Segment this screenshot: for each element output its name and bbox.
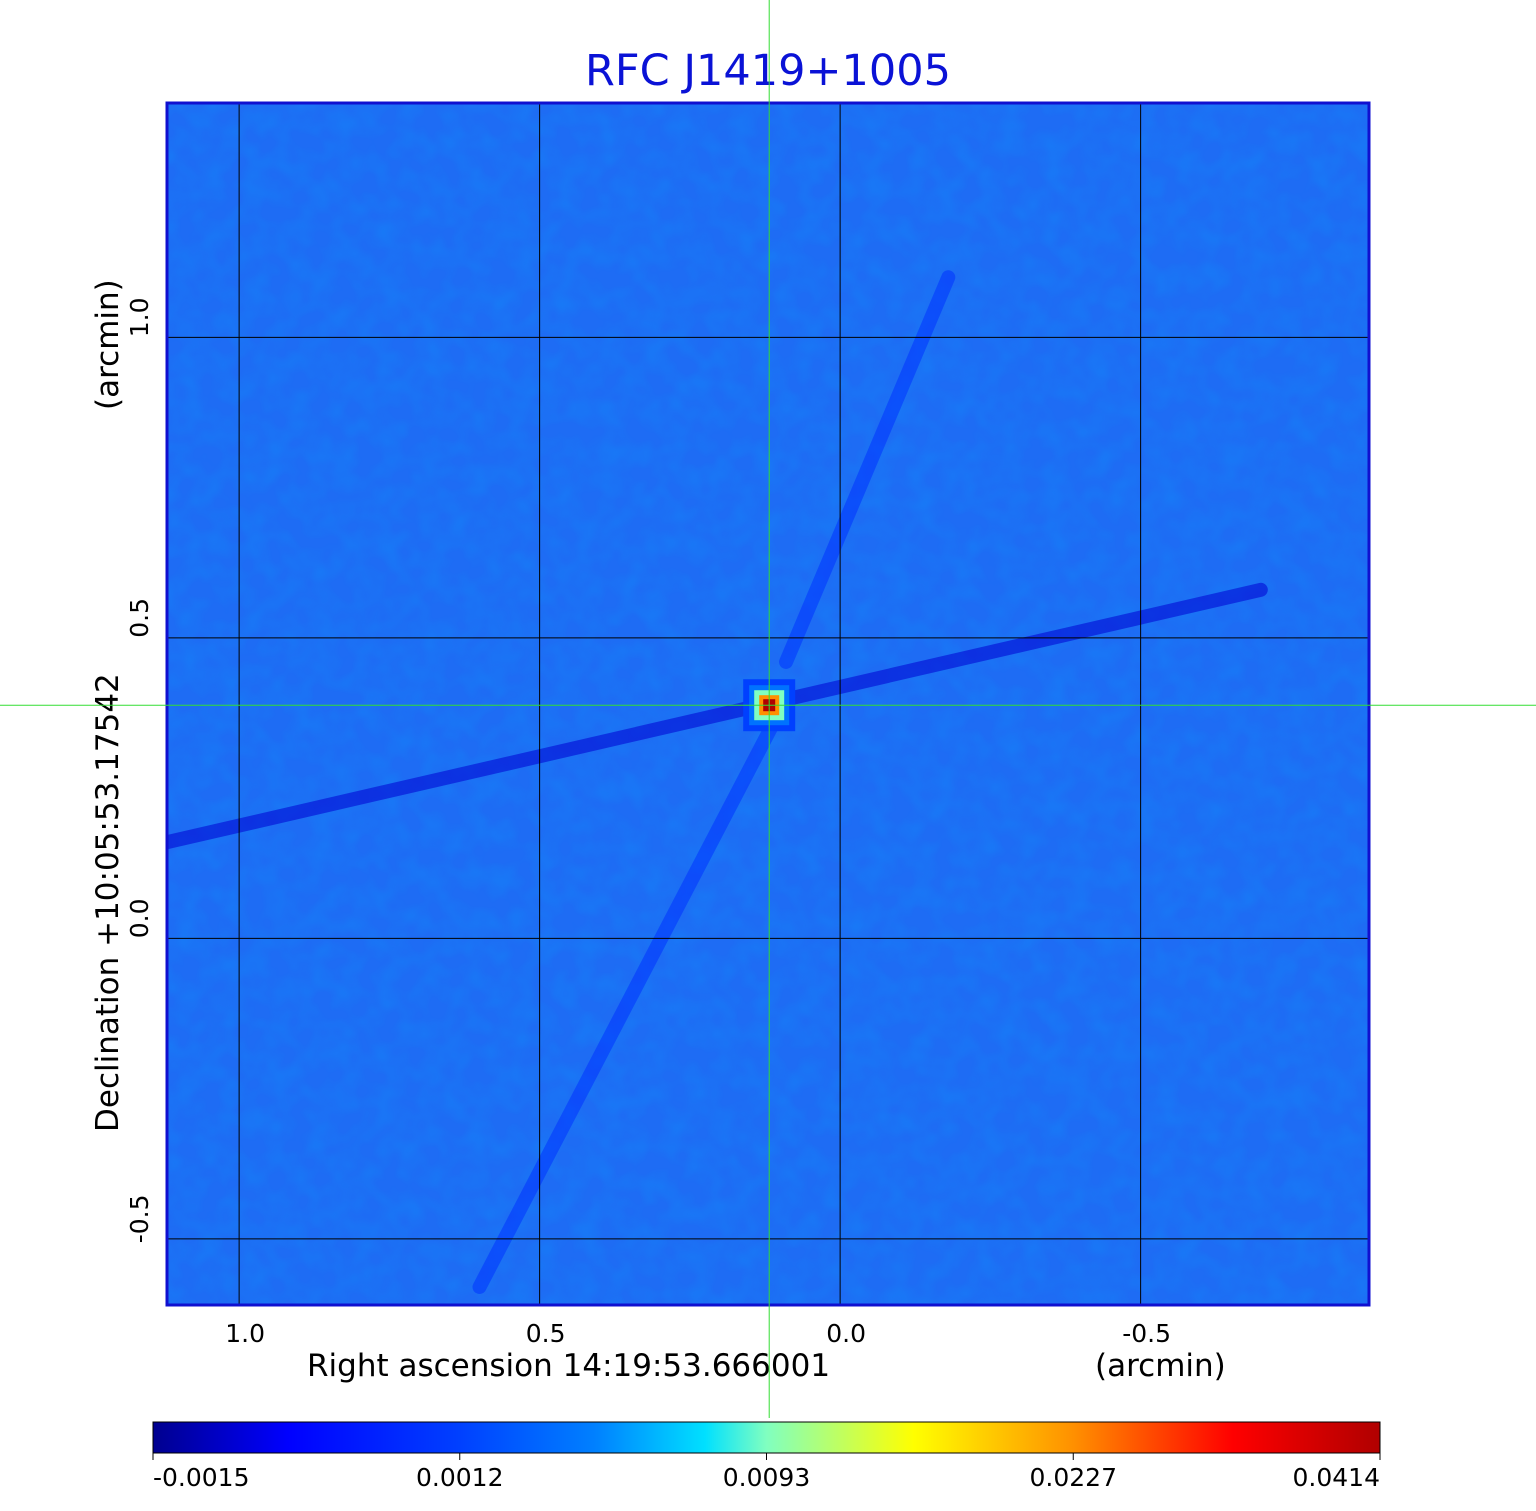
crosshair xyxy=(0,0,1536,1418)
x-axis-label: Right ascension 14:19:53.666001 xyxy=(307,1348,830,1384)
image-layer xyxy=(167,103,1369,1305)
y-tick-label: 0.0 xyxy=(125,899,154,939)
x-axis-unit: (arcmin) xyxy=(1095,1348,1226,1384)
chart-title: RFC J1419+1005 xyxy=(585,46,951,96)
colorbar-tick-label: 0.0227 xyxy=(1030,1463,1117,1492)
plot-frame xyxy=(165,101,1371,1307)
colorbar-tick-label: 0.0093 xyxy=(723,1463,810,1492)
grid xyxy=(167,103,1369,1305)
x-tick-label: 0.5 xyxy=(526,1319,566,1348)
y-tick-label: -0.5 xyxy=(125,1194,154,1243)
y-axis-label: Declination +10:05:53.17542 xyxy=(90,673,126,1132)
y-axis-unit: (arcmin) xyxy=(90,279,126,410)
x-tick-label: 1.0 xyxy=(225,1319,265,1348)
y-tick-label: 0.5 xyxy=(125,598,154,638)
colorbar-tick-label: -0.0015 xyxy=(153,1463,250,1492)
colorbar-tick-label: 0.0012 xyxy=(416,1463,503,1492)
streak-feature xyxy=(167,582,1268,850)
colorbar-tick-label: 0.0414 xyxy=(1293,1463,1380,1492)
x-tick-label: -0.5 xyxy=(1122,1319,1171,1348)
x-tick-label: 0.0 xyxy=(826,1319,866,1348)
streak-feature xyxy=(472,715,782,1294)
colorbar xyxy=(152,1421,1381,1454)
streak-feature xyxy=(779,270,956,669)
y-tick-label: 1.0 xyxy=(125,298,154,338)
